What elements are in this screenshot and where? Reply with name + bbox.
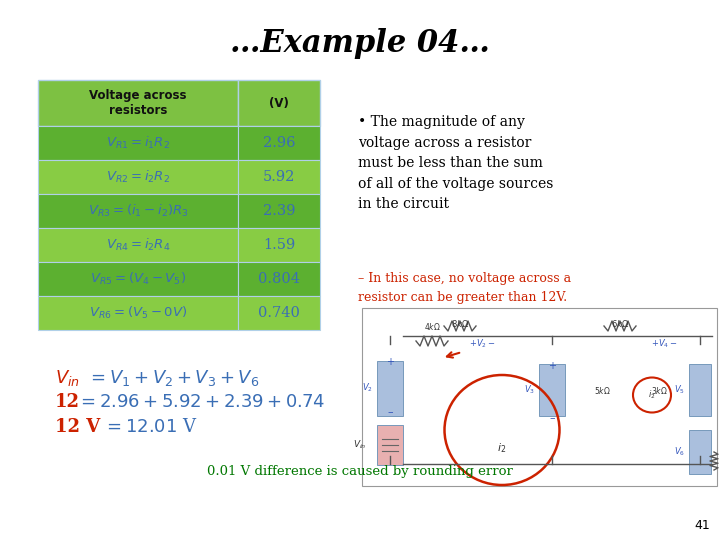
Text: $V_{R2} = i_2 R_2$: $V_{R2} = i_2 R_2$ (106, 169, 170, 185)
Text: $V_{R6} = (V_5 - 0V)$: $V_{R6} = (V_5 - 0V)$ (89, 305, 187, 321)
Bar (238, 160, 320, 194)
Text: $i_2$: $i_2$ (648, 389, 656, 401)
Text: 2.96: 2.96 (263, 136, 295, 150)
Text: $+ V_4 -$: $+ V_4 -$ (651, 338, 678, 350)
Bar (238, 296, 320, 330)
Text: $V_2$: $V_2$ (362, 382, 373, 394)
Text: $6k\Omega$: $6k\Omega$ (611, 318, 629, 329)
Text: $= 12.01$ V: $= 12.01$ V (103, 418, 197, 436)
Bar (38, 194, 238, 228)
Bar (238, 194, 320, 228)
Text: $V_{in}$: $V_{in}$ (354, 438, 367, 451)
Text: +: + (386, 357, 394, 367)
Text: $V_{R3} =(i_1 - i_2) R_3$: $V_{R3} =(i_1 - i_2) R_3$ (88, 203, 189, 219)
Text: +: + (548, 361, 556, 371)
Bar (38, 262, 238, 296)
Text: 0.804: 0.804 (258, 272, 300, 286)
Text: (V): (V) (269, 97, 289, 110)
Text: …Example 04…: …Example 04… (230, 28, 490, 59)
Text: –: – (549, 413, 555, 423)
Text: $V_3$: $V_3$ (524, 384, 535, 396)
Bar (38, 160, 238, 194)
Text: 12: 12 (55, 393, 80, 411)
Bar (539, 364, 565, 416)
Text: $= 2.96+5.92+2.39+0.74$: $= 2.96+5.92+2.39+0.74$ (77, 393, 325, 411)
Text: $i_2$: $i_2$ (498, 441, 507, 455)
Bar (689, 364, 711, 416)
Text: $= V_1+V_2+V_3+V_6$: $= V_1+V_2+V_3+V_6$ (87, 368, 259, 388)
Text: Voltage across
resistors: Voltage across resistors (89, 89, 186, 117)
Bar (238, 262, 320, 296)
Text: $V_{R1} = i_1R_2$: $V_{R1} = i_1R_2$ (106, 135, 170, 151)
Text: $V_{R5} = (V_4 - V_5)$: $V_{R5} = (V_4 - V_5)$ (90, 271, 186, 287)
Text: 0.01 V difference is caused by rounding error: 0.01 V difference is caused by rounding … (207, 465, 513, 478)
Text: $5k\Omega$: $5k\Omega$ (593, 384, 611, 395)
Text: $V_6$: $V_6$ (674, 446, 685, 458)
Bar (362, 308, 717, 486)
Text: $4k\Omega$: $4k\Omega$ (423, 321, 441, 332)
Text: $+ V_2 -$: $+ V_2 -$ (469, 338, 495, 350)
Bar (238, 228, 320, 262)
Text: – In this case, no voltage across a
resistor can be greater than 12V.: – In this case, no voltage across a resi… (358, 272, 571, 303)
Bar (377, 425, 403, 465)
Text: $V_{R4} = i_2 R_4$: $V_{R4} = i_2 R_4$ (106, 237, 170, 253)
Text: • The magnitude of any
voltage across a resistor
must be less than the sum
of al: • The magnitude of any voltage across a … (358, 115, 554, 211)
Bar (238, 80, 320, 126)
Bar (238, 126, 320, 160)
Text: 5.92: 5.92 (263, 170, 295, 184)
Text: 0.740: 0.740 (258, 306, 300, 320)
Text: $3k\Omega$: $3k\Omega$ (651, 384, 667, 395)
Bar (377, 361, 403, 415)
Text: $V_5$: $V_5$ (674, 384, 685, 396)
Bar (38, 126, 238, 160)
Text: 12 V: 12 V (55, 418, 100, 436)
Text: $V_{in}$: $V_{in}$ (55, 368, 80, 388)
Bar (38, 296, 238, 330)
Text: 1.59: 1.59 (263, 238, 295, 252)
Bar (38, 80, 238, 126)
Bar (38, 228, 238, 262)
Text: $8k\Omega$: $8k\Omega$ (451, 318, 469, 329)
Text: –: – (387, 407, 393, 417)
Text: 41: 41 (694, 519, 710, 532)
Text: 2.39: 2.39 (263, 204, 295, 218)
Bar (689, 430, 711, 474)
